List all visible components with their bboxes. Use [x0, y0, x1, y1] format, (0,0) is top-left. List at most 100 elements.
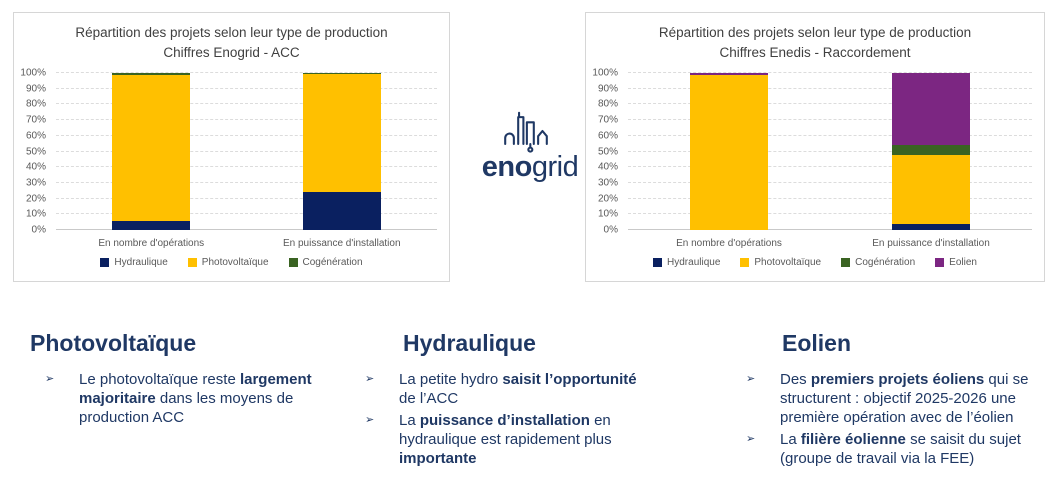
y-tick-label: 90% — [597, 83, 618, 95]
chart-enedis-raccordement: Répartition des projets selon leur type … — [585, 12, 1045, 282]
bullet-list: ➢ La petite hydro saisit l’opportunité de… — [365, 370, 677, 468]
bar-segment-hydraulique — [302, 192, 381, 230]
bar-segment-eolien — [892, 73, 970, 146]
bar-segment-cogeneration — [112, 73, 191, 75]
y-tick-label: 20% — [597, 193, 618, 205]
logo-text-grid: grid — [531, 151, 579, 183]
bullet-arrow-icon: ➢ — [746, 373, 756, 385]
gridline — [628, 134, 1032, 136]
section-title: Hydraulique — [403, 330, 536, 356]
chart-legend: Hydraulique Photovoltaïque Cogénération — [14, 257, 449, 268]
bars — [628, 73, 1032, 230]
gridline — [56, 197, 437, 199]
y-tick-label: 80% — [597, 98, 618, 110]
stacked-bar — [112, 73, 191, 230]
bar-segment-photovoltaique — [302, 73, 381, 193]
bullet-list: ➢ Le photovoltaïque reste largement major… — [30, 370, 342, 427]
gridline — [628, 181, 1032, 183]
x-axis-label: En puissance d'installation — [872, 238, 990, 249]
section-eolien: Eolien ➢ Des premiers projets éoliens qui… — [746, 330, 1058, 471]
bars — [56, 73, 437, 230]
bullet-text: La puissance d’installation en hydrauliq… — [399, 412, 612, 467]
bullet-arrow-icon: ➢ — [746, 433, 756, 445]
gridline — [56, 166, 437, 168]
section-title: Photovoltaïque — [30, 330, 197, 356]
enogrid-logo: enogrid — [462, 106, 598, 182]
bullet-arrow-icon: ➢ — [365, 414, 375, 426]
gridline — [628, 72, 1032, 73]
gridline — [628, 119, 1032, 121]
gridline — [56, 103, 437, 105]
bar-segment-photovoltaique — [112, 74, 191, 221]
enogrid-buildings-icon — [504, 111, 548, 153]
y-tick-label: 90% — [25, 83, 46, 95]
logo-text-eno: eno — [481, 151, 533, 183]
legend-label: Hydraulique — [114, 257, 168, 268]
bullet-list: ➢ Des premiers projets éoliens qui se str… — [746, 370, 1058, 468]
y-tick-label: 0% — [603, 224, 618, 236]
y-tick-label: 100% — [20, 67, 46, 79]
section-photovoltaique: Photovoltaïque ➢ Le photovoltaïque reste … — [30, 330, 342, 430]
bar-segment-hydraulique — [112, 220, 191, 230]
legend-label: Photovoltaïque — [201, 257, 269, 268]
gridline — [56, 87, 437, 89]
y-axis: 0% 10% 20% 30% 40% 50% 60% 70% 80% 90% 100% — [14, 68, 51, 236]
legend-label: Cogénération — [855, 257, 916, 268]
legend-swatch — [841, 258, 851, 267]
chart-title-line2: Chiffres Enedis - Raccordement — [719, 45, 911, 60]
bullet-arrow-icon: ➢ — [45, 373, 55, 385]
gridline — [628, 166, 1032, 168]
bullet-item: ➢ Des premiers projets éoliens qui se str… — [746, 370, 1058, 427]
legend-item-cogeneration: Cogénération — [841, 257, 915, 268]
legend-label: Photovoltaïque — [754, 257, 822, 268]
bullet-item: ➢ La petite hydro saisit l’opportunité de… — [365, 370, 677, 408]
enogrid-wordmark: enogrid — [462, 152, 598, 182]
bar-segment-photovoltaique — [892, 154, 970, 224]
gridline — [56, 119, 437, 121]
legend-swatch — [740, 258, 750, 267]
plot-area — [56, 72, 437, 230]
x-axis-label: En puissance d'installation — [282, 238, 401, 249]
legend-swatch — [288, 258, 298, 267]
bullet-text: Des premiers projets éoliens qui se stru… — [780, 371, 1029, 426]
gridline — [628, 213, 1032, 215]
y-tick-label: 70% — [597, 114, 618, 126]
gridline — [56, 72, 437, 73]
legend-item-hydraulique: Hydraulique — [653, 257, 720, 268]
chart-enogrid-acc: Répartition des projets selon leur type … — [13, 12, 450, 282]
section-title: Eolien — [782, 330, 852, 356]
gridline — [628, 197, 1032, 199]
chart-title-line1: Répartition des projets selon leur type … — [75, 25, 388, 40]
bar-segment-hydraulique — [892, 223, 970, 230]
stacked-bar — [302, 73, 381, 230]
bar-segment-cogeneration — [892, 145, 970, 155]
x-axis-labels: En nombre d'opérations En puissance d'ins… — [628, 238, 1032, 249]
legend-item-hydraulique: Hydraulique — [100, 257, 168, 268]
gridline — [628, 87, 1032, 89]
y-tick-label: 30% — [25, 177, 46, 189]
legend-swatch — [935, 258, 945, 267]
section-hydraulique: Hydraulique ➢ La petite hydro saisit l’op… — [365, 330, 677, 471]
chart-title: Répartition des projets selon leur type … — [14, 13, 449, 63]
bullet-item: ➢ La puissance d’installation en hydrauli… — [365, 411, 677, 468]
y-tick-label: 40% — [597, 161, 618, 173]
y-tick-label: 50% — [25, 146, 46, 157]
bullet-arrow-icon: ➢ — [365, 373, 375, 385]
plot-area — [628, 72, 1032, 230]
legend-item-eolien: Eolien — [935, 257, 977, 268]
chart-title-line1: Répartition des projets selon leur type … — [658, 25, 972, 40]
legend-swatch — [653, 258, 663, 267]
bar-segment-cogeneration — [302, 73, 381, 74]
y-axis: 0% 10% 20% 30% 40% 50% 60% 70% 80% 90% 100% — [586, 68, 623, 236]
legend-swatch — [187, 258, 197, 267]
gridline — [56, 229, 437, 230]
bullet-item: ➢ Le photovoltaïque reste largement major… — [45, 370, 342, 427]
bullet-text: La petite hydro saisit l’opportunité de … — [399, 371, 637, 407]
chart-legend: Hydraulique Photovoltaïque Cogénération Eol… — [586, 257, 1044, 268]
legend-swatch — [100, 258, 110, 267]
y-tick-label: 60% — [597, 130, 618, 142]
gridline — [628, 229, 1032, 230]
y-tick-label: 0% — [31, 224, 46, 236]
gridline — [56, 134, 437, 136]
